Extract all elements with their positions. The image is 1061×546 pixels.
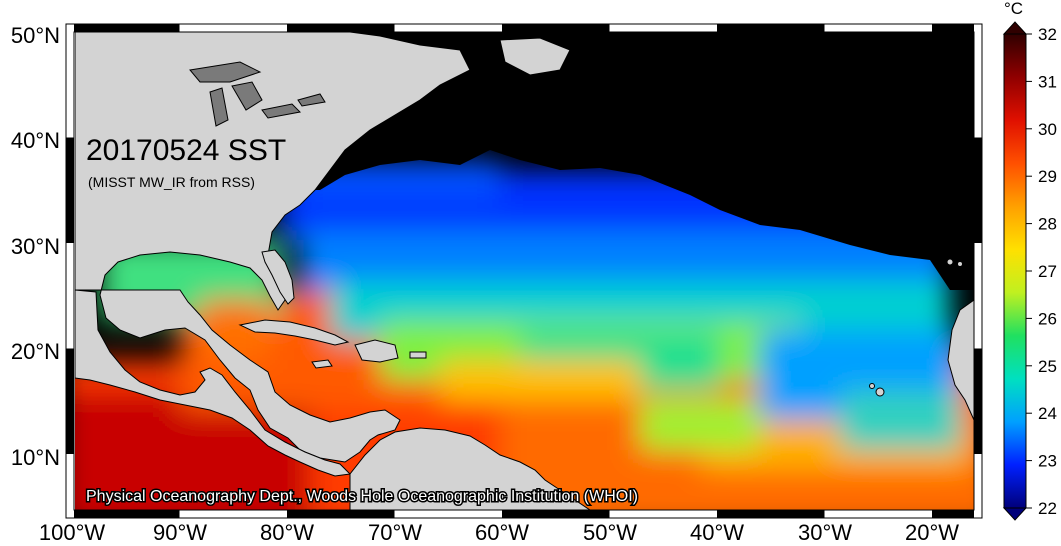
lat-label-50n: 50°N [11, 23, 60, 48]
colorbar-tick-label: 24 [1038, 404, 1057, 423]
colorbar-tick-label: 27 [1038, 262, 1057, 281]
colorbar-tick-label: 29 [1038, 167, 1057, 186]
border-segment [974, 24, 982, 518]
colorbar-unit: °C [1004, 0, 1023, 18]
colorbar-tick-labels: 32 31 30 29 28 27 26 25 24 23 22 [1026, 25, 1057, 518]
colorbar-tick-label: 28 [1038, 215, 1057, 234]
lat-label-10n: 10°N [11, 445, 60, 470]
lon-label-50w: 50°W [583, 520, 637, 545]
land-south-america [349, 427, 591, 510]
border-segment [287, 24, 395, 32]
lat-label-30n: 30°N [11, 234, 60, 259]
colorbar-max-arrow [1002, 21, 1028, 35]
lon-label-80w: 80°W [260, 520, 314, 545]
border-inner-outline [73, 31, 975, 511]
border-segment [974, 137, 982, 243]
border-segment [287, 510, 395, 518]
border-segment [74, 24, 180, 32]
map-title: 20170524 SST [86, 134, 286, 167]
small-islands [869, 258, 963, 397]
border-segment [717, 24, 825, 32]
land-north-america [75, 32, 471, 463]
border-segment [66, 137, 74, 243]
border-segment [74, 510, 180, 518]
colorbar-tick-label: 23 [1038, 452, 1057, 471]
colorbar-gradient [1003, 33, 1027, 509]
longitude-labels: 100°W 90°W 80°W 70°W 60°W 50°W 40°W 30°W… [39, 520, 959, 545]
land-central-america [75, 289, 352, 477]
map-panel [75, 32, 974, 510]
colorbar-tick-label: 31 [1038, 72, 1057, 91]
colorbar-tick-label: 26 [1038, 309, 1057, 328]
great-lakes [189, 61, 326, 127]
lon-label-70w: 70°W [368, 520, 422, 545]
lon-label-20w: 20°W [905, 520, 959, 545]
border-segment [66, 24, 74, 518]
lon-label-90w: 90°W [153, 520, 207, 545]
latitude-labels: 50°N 40°N 30°N 20°N 10°N [11, 23, 60, 470]
land-newfoundland [499, 37, 571, 76]
land-florida [261, 249, 295, 305]
lon-label-30w: 30°W [798, 520, 852, 545]
border-segment [66, 348, 74, 454]
lon-label-60w: 60°W [475, 520, 529, 545]
colorbar-tick-label: 25 [1038, 357, 1057, 376]
land-hispaniola [354, 339, 399, 363]
colorbar-min-arrow [1002, 507, 1028, 521]
border-segment [502, 24, 610, 32]
border-segment [717, 510, 825, 518]
colorbar-tick-label: 32 [1038, 25, 1057, 44]
land-puerto-rico [409, 351, 427, 359]
lon-label-40w: 40°W [690, 520, 744, 545]
border-outline [65, 23, 983, 519]
land-cuba [238, 319, 350, 346]
map-border [65, 23, 983, 519]
border-segment [502, 510, 610, 518]
border-segment [974, 348, 982, 454]
lon-label-100w: 100°W [39, 520, 106, 545]
border-segment [932, 24, 974, 32]
colorbar-tick-label: 30 [1038, 120, 1057, 139]
credit-text: Physical Oceanography Dept., Woods Hole … [86, 488, 638, 505]
map-subtitle: (MISST MW_IR from RSS) [88, 174, 255, 190]
lat-label-40n: 40°N [11, 128, 60, 153]
land-jamaica [311, 359, 333, 369]
colorbar-tick-label: 22 [1038, 499, 1057, 518]
border-segment [932, 510, 974, 518]
colorbar: °C 32 31 30 29 28 27 26 25 24 23 22 [1002, 0, 1057, 521]
lat-label-20n: 20°N [11, 339, 60, 364]
land-africa [947, 299, 974, 421]
